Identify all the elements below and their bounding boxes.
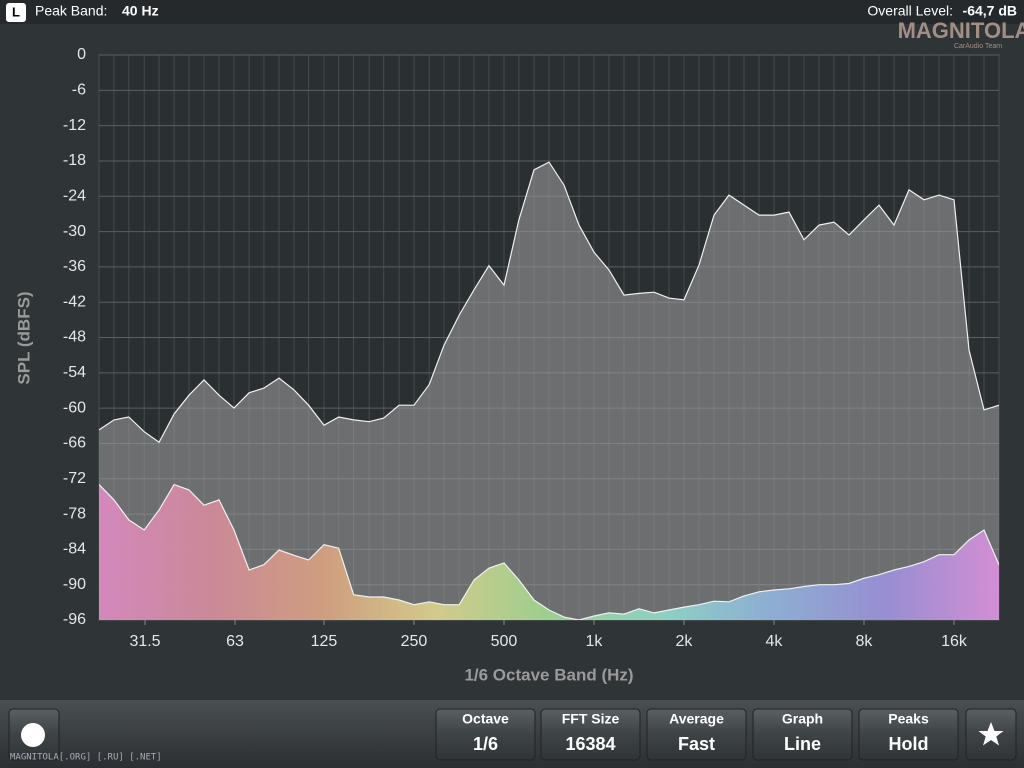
y-tick-label: -66	[63, 435, 86, 452]
channel: L	[12, 4, 20, 19]
control-label: Graph	[782, 711, 823, 727]
y-tick-label: -12	[63, 117, 86, 134]
y-tick-label: -78	[63, 505, 86, 522]
plot	[98, 54, 1000, 621]
y-tick-label: -60	[63, 399, 86, 416]
control-label: Average	[669, 711, 724, 727]
peak-value: 40 Hz	[122, 3, 159, 19]
y-tick-label: -48	[63, 329, 86, 346]
logo-sub: CarAudio Team	[954, 43, 1002, 50]
control-value: Fast	[678, 734, 715, 754]
footer: MAGNITOLA[.ORG] [.RU] [.NET]	[10, 753, 162, 763]
area-line	[99, 483, 999, 620]
y-tick-label: -84	[63, 541, 86, 558]
y-tick-label: -6	[72, 82, 86, 99]
y-tick-label: -24	[63, 187, 86, 204]
y-tick-label: -90	[63, 576, 86, 593]
x-tick-label: 31.5	[129, 633, 160, 650]
x-tick-label: 8k	[856, 633, 874, 650]
x-tick-label: 500	[491, 633, 518, 650]
logo: MAGNITOLA	[898, 18, 1024, 43]
series-0	[99, 161, 999, 620]
y-tick-label: -54	[63, 364, 86, 381]
y-tick-label: 0	[77, 46, 86, 63]
level-label: Overall Level:	[867, 3, 953, 19]
x-tick-label: 1k	[586, 633, 604, 650]
control-button[interactable]	[540, 708, 641, 761]
x-tick-label: 63	[226, 633, 244, 650]
y-tick-label: -42	[63, 293, 86, 310]
x-tick-label: 250	[401, 633, 428, 650]
control-button[interactable]	[646, 708, 747, 761]
y-tick-label: -18	[63, 152, 86, 169]
series-1	[99, 483, 999, 620]
y-tick-label: -96	[63, 611, 86, 628]
control-button[interactable]	[435, 708, 536, 761]
control-value: Line	[784, 734, 821, 754]
channel-badge	[6, 3, 26, 22]
area-line	[99, 161, 999, 444]
x-axis-title: 1/6 Octave Band (Hz)	[464, 665, 633, 684]
y-tick-label: -72	[63, 470, 86, 487]
area-fill	[99, 162, 999, 620]
x-tick-label: 16k	[941, 633, 968, 650]
control-button[interactable]	[858, 708, 959, 761]
control-value: 16384	[565, 734, 615, 754]
record-icon	[21, 723, 45, 747]
control-label: Octave	[462, 711, 509, 727]
control-label: Peaks	[888, 711, 929, 727]
control-value: Hold	[889, 734, 929, 754]
control-button[interactable]	[752, 708, 853, 761]
y-tick-label: -30	[63, 223, 86, 240]
control-label: FFT Size	[562, 711, 620, 727]
x-tick-label: 2k	[676, 633, 694, 650]
level-value: -64,7 dB	[963, 3, 1017, 19]
x-tick-label: 125	[311, 633, 338, 650]
x-tick-label: 4k	[766, 633, 784, 650]
y-axis-title: SPL (dBFS)	[14, 291, 33, 384]
peak-label: Peak Band:	[35, 3, 107, 19]
star-icon	[978, 722, 1004, 746]
control-value: 1/6	[473, 734, 498, 754]
area-fill	[99, 484, 999, 620]
y-tick-label: -36	[63, 258, 86, 275]
top-bar	[0, 0, 1024, 24]
